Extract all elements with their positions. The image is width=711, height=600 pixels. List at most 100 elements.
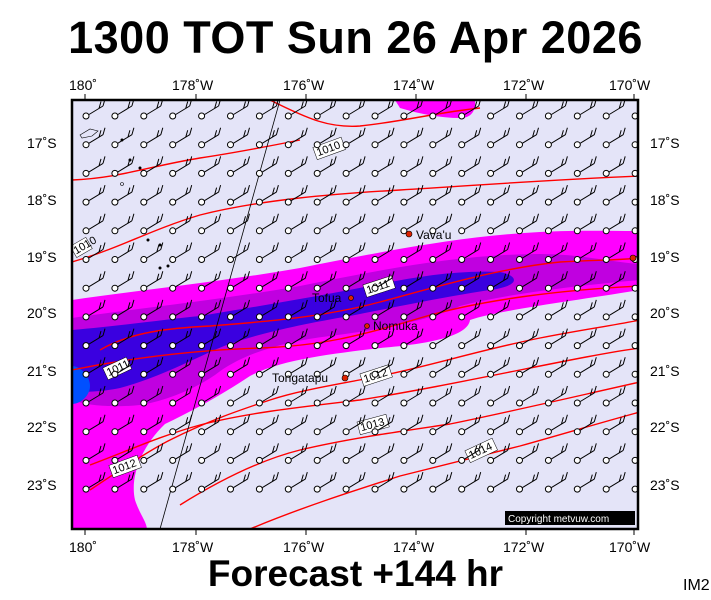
wind-station-marker xyxy=(602,370,610,378)
wind-station-marker xyxy=(400,112,408,120)
nomuka-marker xyxy=(364,323,370,329)
wind-station-marker xyxy=(284,370,292,378)
wind-station-marker xyxy=(371,313,379,321)
wind-barb xyxy=(464,242,482,259)
wind-station-marker xyxy=(227,112,234,120)
wind-barb xyxy=(319,385,337,402)
wind-station-marker xyxy=(487,169,495,177)
wind-barb xyxy=(291,471,308,489)
wind-station-marker xyxy=(313,112,321,120)
wind-station-marker xyxy=(544,313,552,321)
wind-station-marker xyxy=(487,428,495,436)
wind-station-marker xyxy=(227,399,234,407)
wind-station-marker xyxy=(573,169,581,177)
wind-barb xyxy=(175,156,193,173)
wind-barb xyxy=(522,184,539,202)
top-ticks xyxy=(84,94,635,100)
wind-barb xyxy=(146,184,164,202)
lat-label: 23˚S xyxy=(27,477,57,493)
wind-barb xyxy=(522,156,539,173)
wind-station-marker xyxy=(198,456,206,464)
wind-barb xyxy=(291,184,308,202)
wind-barb xyxy=(551,271,568,288)
wind-barb xyxy=(464,156,482,173)
wind-station-marker xyxy=(573,342,581,350)
wind-station-marker xyxy=(140,169,148,177)
wind-barb xyxy=(204,271,222,288)
wind-station-marker xyxy=(111,456,119,464)
lat-label: 20˚S xyxy=(27,305,57,321)
wind-barb xyxy=(406,443,424,460)
wind-barb xyxy=(291,328,308,345)
wind-barb xyxy=(319,213,337,230)
wind-station-marker xyxy=(313,399,321,407)
wind-barb xyxy=(637,400,638,402)
islands xyxy=(79,128,170,270)
wind-station-marker xyxy=(255,428,263,436)
wind-barb xyxy=(377,242,395,259)
wind-station-marker xyxy=(255,169,263,177)
wind-station-marker xyxy=(140,141,148,149)
tongatapu-marker xyxy=(341,374,349,382)
wind-barb xyxy=(464,357,482,374)
wind-barb xyxy=(464,299,482,316)
wind-station-marker xyxy=(82,256,90,263)
wind-station-marker xyxy=(255,256,263,263)
wind-barb xyxy=(204,156,222,173)
wind-station-marker xyxy=(458,456,466,464)
wind-station-marker xyxy=(516,313,523,321)
wind-barb xyxy=(319,156,337,173)
wind-station-marker xyxy=(82,342,90,350)
wind-station-marker xyxy=(169,112,177,120)
wind-station-marker xyxy=(573,198,581,206)
wind-barb xyxy=(348,213,366,230)
wind-barb xyxy=(493,299,511,316)
wind-station-marker xyxy=(602,428,610,436)
wind-station-marker xyxy=(140,399,148,407)
wind-barb xyxy=(348,156,366,173)
wind-barb xyxy=(493,271,511,288)
wind-barb xyxy=(406,414,424,431)
wind-station-marker xyxy=(400,370,408,378)
wind-barb xyxy=(580,385,597,402)
wind-barb xyxy=(551,328,568,345)
island xyxy=(138,166,142,170)
lon-labels-bottom: 180˚ 178˚W 176˚W 174˚W 172˚W 170˚W xyxy=(69,539,651,555)
wind-station-marker xyxy=(82,485,90,493)
wind-station-marker xyxy=(458,342,466,350)
wind-station-marker xyxy=(227,198,234,206)
wind-barb xyxy=(493,184,511,202)
wind-station-marker xyxy=(313,313,321,321)
wind-station-marker xyxy=(602,198,610,206)
wind-barb xyxy=(435,213,453,230)
wind-barb xyxy=(88,443,106,460)
wind-barb xyxy=(637,113,638,115)
wind-station-marker xyxy=(544,485,552,493)
wind-barb xyxy=(377,443,395,460)
wind-barb xyxy=(291,127,308,144)
wind-barb xyxy=(233,127,250,144)
wind-station-marker xyxy=(255,456,263,464)
wind-barb xyxy=(117,385,135,402)
wind-barb xyxy=(117,357,135,374)
wind-barb xyxy=(348,271,366,288)
rain-band-mid xyxy=(72,254,638,407)
wind-station-marker xyxy=(169,370,177,378)
wind-barb xyxy=(291,271,308,288)
wind-barb xyxy=(435,271,453,288)
wind-station-marker xyxy=(544,284,552,292)
wind-station-marker xyxy=(602,141,610,149)
wind-barb xyxy=(262,328,279,345)
wind-station-marker xyxy=(400,256,408,263)
wind-station-marker xyxy=(487,227,495,235)
wind-barb xyxy=(493,443,511,460)
wind-station-marker xyxy=(169,284,177,292)
wind-barb xyxy=(464,471,482,489)
wind-station-marker xyxy=(169,456,177,464)
wind-station-marker xyxy=(544,370,552,378)
wind-station-marker xyxy=(342,342,350,350)
wind-station-marker xyxy=(82,141,90,149)
wind-station-marker xyxy=(227,313,234,321)
wind-barb xyxy=(146,242,164,259)
wind-station-marker xyxy=(169,227,177,235)
